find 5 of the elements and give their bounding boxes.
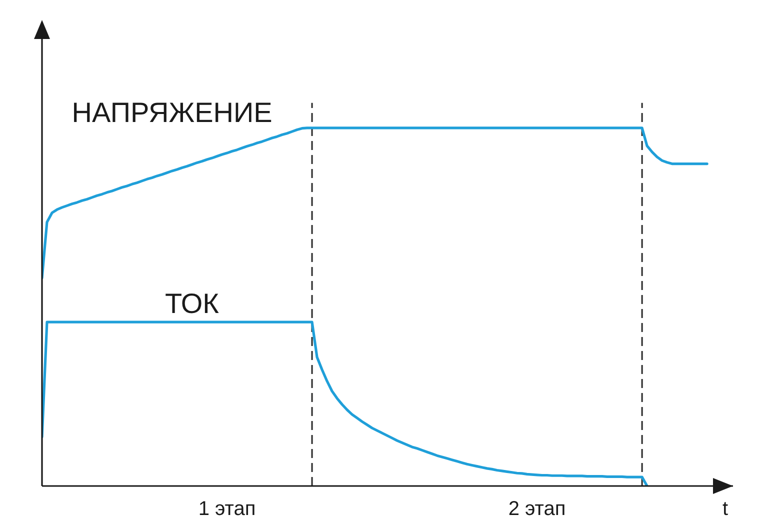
series-label: ТОК [165,288,220,320]
x-axis-title: t [722,498,728,520]
x-tick-label: 1 этап [198,498,256,520]
series-label: НАПРЯЖЕНИЕ [72,96,272,128]
x-tick-label: 2 этап [508,498,566,520]
